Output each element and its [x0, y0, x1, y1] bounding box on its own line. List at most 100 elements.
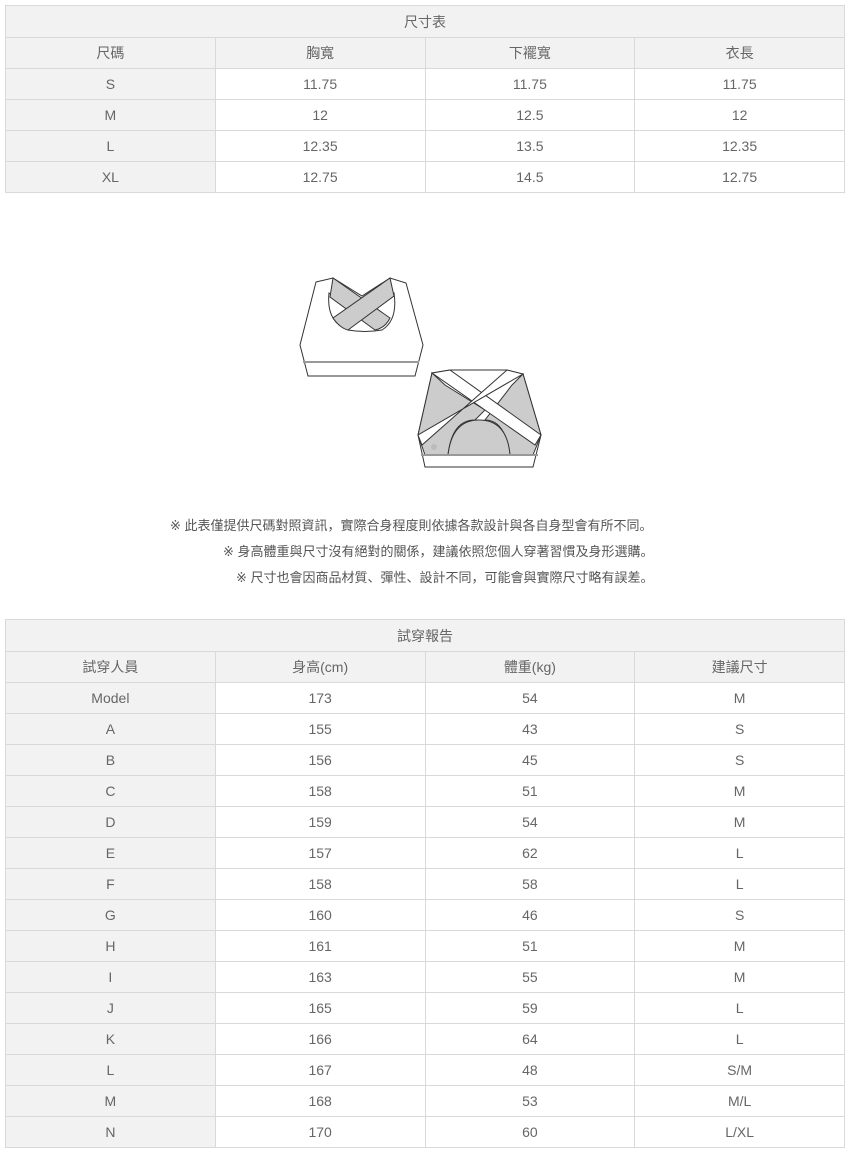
table-cell: 155: [214, 713, 426, 745]
table-cell: L: [5, 1054, 216, 1086]
table-row: M 12 12.5 12: [5, 99, 845, 131]
table-cell: L: [634, 868, 845, 900]
table-cell: XL: [5, 161, 216, 193]
table-row: L 167 48 S/M: [5, 1054, 845, 1086]
table-row: E 157 62 L: [5, 837, 845, 869]
table-cell: K: [5, 1023, 216, 1055]
table-cell: L/XL: [634, 1116, 845, 1148]
table-cell: 12.5: [424, 99, 636, 131]
table-cell: 59: [424, 992, 636, 1024]
table-cell: 170: [214, 1116, 426, 1148]
table-cell: 168: [214, 1085, 426, 1117]
table-cell: 11.75: [424, 68, 636, 100]
table-row: J 165 59 L: [5, 992, 845, 1024]
table-cell: 60: [424, 1116, 636, 1148]
table-cell: L: [634, 1023, 845, 1055]
fit-report-table: 試穿報告 試穿人員 身高(cm) 體重(kg) 建議尺寸 Model 173 54 M A 15…: [5, 619, 845, 1148]
table-cell: S: [634, 899, 845, 931]
table-cell: 159: [214, 806, 426, 838]
table-cell: 58: [424, 868, 636, 900]
table-cell: H: [5, 930, 216, 962]
table-cell: 13.5: [424, 130, 636, 162]
table-cell: 160: [214, 899, 426, 931]
column-header: 尺碼: [5, 37, 216, 69]
table-cell: 11.75: [634, 68, 845, 100]
table-cell: F: [5, 868, 216, 900]
table-row: G 160 46 S: [5, 899, 845, 931]
table-cell: 161: [214, 930, 426, 962]
table-cell: 12: [214, 99, 426, 131]
table-cell: 62: [424, 837, 636, 869]
table-cell: Model: [5, 682, 216, 714]
table-cell: 166: [214, 1023, 426, 1055]
table-cell: L: [5, 130, 216, 162]
column-header: 下襬寬: [424, 37, 636, 69]
table-row: Model 173 54 M: [5, 682, 845, 714]
table-cell: D: [5, 806, 216, 838]
table-cell: 51: [424, 775, 636, 807]
column-header: 試穿人員: [5, 651, 216, 683]
table-cell: 167: [214, 1054, 426, 1086]
table-row: B 156 45 S: [5, 744, 845, 776]
table-cell: 12.35: [634, 130, 845, 162]
fit-table-title: 試穿報告: [5, 619, 845, 652]
table-cell: 51: [424, 930, 636, 962]
table-cell: 165: [214, 992, 426, 1024]
table-cell: 54: [424, 682, 636, 714]
table-cell: G: [5, 899, 216, 931]
table-cell: 11.75: [214, 68, 426, 100]
table-cell: 12.75: [634, 161, 845, 193]
table-cell: J: [5, 992, 216, 1024]
table-cell: M: [634, 806, 845, 838]
table-cell: L: [634, 837, 845, 869]
table-cell: 12.75: [214, 161, 426, 193]
table-cell: 156: [214, 744, 426, 776]
table-cell: M: [634, 775, 845, 807]
table-cell: 12: [634, 99, 845, 131]
note-2: ※ 身高體重與尺寸沒有絕對的關係，建議依照您個人穿著習慣及身形選購。: [223, 544, 654, 559]
table-cell: 158: [214, 868, 426, 900]
table-cell: M/L: [634, 1085, 845, 1117]
column-header: 身高(cm): [214, 651, 426, 683]
table-cell: S: [5, 68, 216, 100]
table-cell: 48: [424, 1054, 636, 1086]
table-cell: N: [5, 1116, 216, 1148]
table-cell: 158: [214, 775, 426, 807]
sports-bra-illustration: [299, 277, 542, 468]
table-cell: 55: [424, 961, 636, 993]
table-cell: 14.5: [424, 161, 636, 193]
table-row: K 166 64 L: [5, 1023, 845, 1055]
table-cell: I: [5, 961, 216, 993]
table-cell: M: [5, 99, 216, 131]
table-cell: M: [634, 682, 845, 714]
note-1: ※ 此表僅提供尺碼對照資訊，實際合身程度則依據各款設計與各自身型會有所不同。: [170, 518, 653, 533]
table-cell: 54: [424, 806, 636, 838]
column-header: 建議尺寸: [634, 651, 845, 683]
size-table: 尺寸表 尺碼 胸寬 下襬寬 衣長 S 11.75 11.75 11.75 M 12 12.5 12 L…: [5, 5, 845, 193]
size-table-title: 尺寸表: [5, 5, 845, 38]
table-cell: C: [5, 775, 216, 807]
table-cell: A: [5, 713, 216, 745]
table-cell: 64: [424, 1023, 636, 1055]
table-cell: M: [634, 961, 845, 993]
table-row: D 159 54 M: [5, 806, 845, 838]
table-cell: L: [634, 992, 845, 1024]
table-row: F 158 58 L: [5, 868, 845, 900]
table-cell: 43: [424, 713, 636, 745]
table-row: I 163 55 M: [5, 961, 845, 993]
table-row: A 155 43 S: [5, 713, 845, 745]
table-cell: M: [5, 1085, 216, 1117]
table-cell: S: [634, 713, 845, 745]
table-cell: M: [634, 930, 845, 962]
table-row: L 12.35 13.5 12.35: [5, 130, 845, 162]
table-row: C 158 51 M: [5, 775, 845, 807]
column-header: 胸寬: [214, 37, 426, 69]
table-row: XL 12.75 14.5 12.75: [5, 161, 845, 193]
table-cell: 157: [214, 837, 426, 869]
table-cell: 163: [214, 961, 426, 993]
table-cell: 12.35: [214, 130, 426, 162]
column-header: 衣長: [634, 37, 845, 69]
table-cell: 45: [424, 744, 636, 776]
column-header: 體重(kg): [424, 651, 636, 683]
table-cell: S/M: [634, 1054, 845, 1086]
